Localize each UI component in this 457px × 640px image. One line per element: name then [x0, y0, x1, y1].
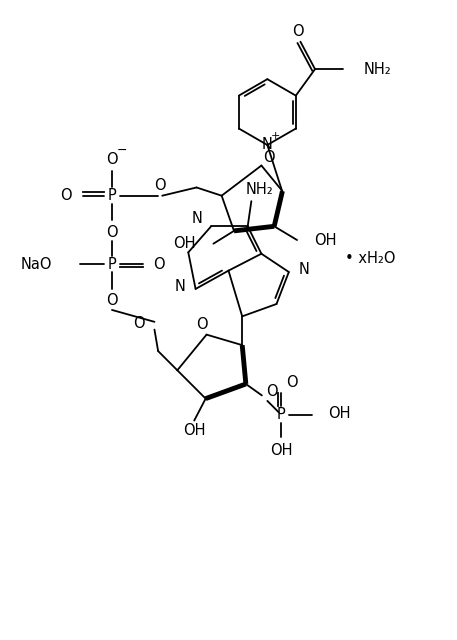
Text: O: O	[154, 178, 166, 193]
Text: OH: OH	[270, 443, 292, 458]
Text: −: −	[117, 145, 127, 157]
Text: OH: OH	[174, 236, 196, 251]
Text: O: O	[106, 152, 118, 167]
Text: OH: OH	[314, 232, 337, 248]
Text: NaO: NaO	[21, 257, 53, 272]
Text: NH₂: NH₂	[364, 61, 392, 77]
Text: O: O	[133, 316, 144, 331]
Text: P: P	[107, 188, 117, 203]
Text: O: O	[106, 293, 118, 308]
Text: N: N	[192, 211, 203, 225]
Text: O: O	[153, 257, 165, 272]
Text: O: O	[61, 188, 72, 203]
Text: • xH₂O: • xH₂O	[345, 251, 396, 266]
Text: OH: OH	[329, 406, 351, 421]
Text: O: O	[292, 24, 304, 39]
Text: N: N	[175, 279, 186, 294]
Text: OH: OH	[183, 423, 206, 438]
Text: P: P	[107, 257, 117, 272]
Text: O: O	[287, 374, 298, 390]
Text: O: O	[266, 384, 278, 399]
Text: O: O	[263, 150, 275, 165]
Text: +: +	[271, 131, 280, 141]
Text: N: N	[299, 262, 310, 277]
Text: O: O	[196, 317, 208, 332]
Text: O: O	[106, 225, 118, 240]
Text: N: N	[262, 138, 273, 152]
Text: NH₂: NH₂	[246, 182, 273, 197]
Text: P: P	[276, 407, 286, 422]
